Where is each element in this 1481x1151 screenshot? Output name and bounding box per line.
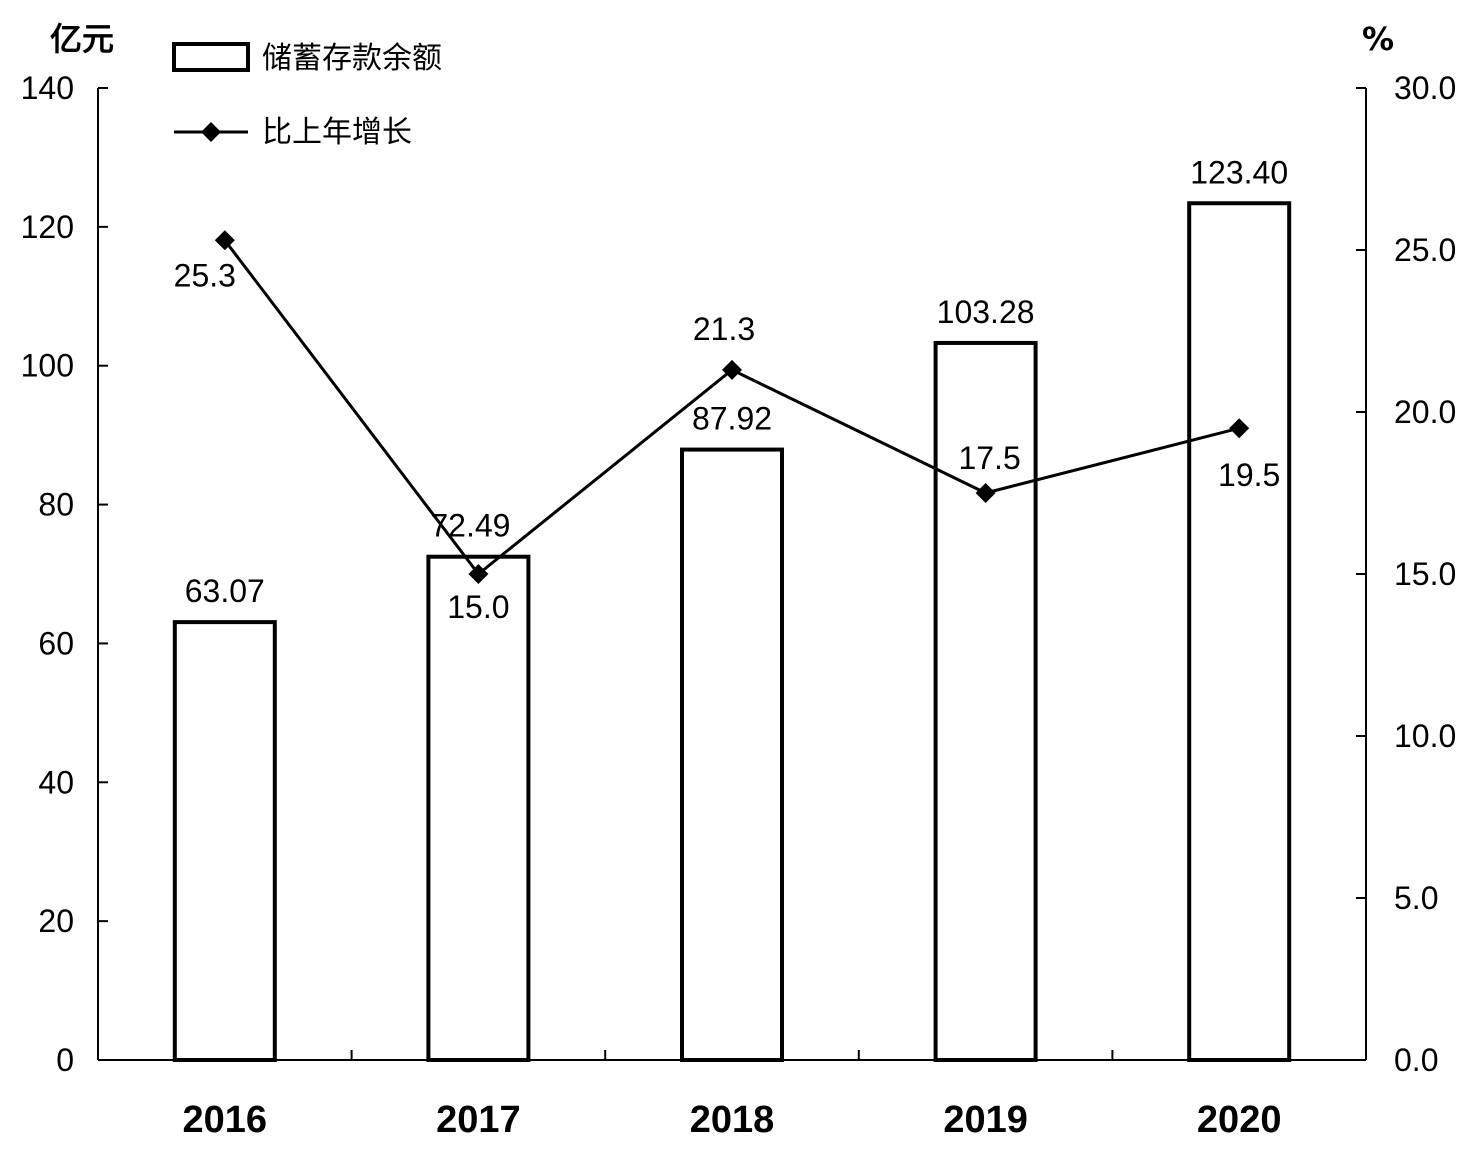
labels-layer: 63.07 72.49 87.92 103.28 123.40 25.3 15.0 21.3 1… [174,154,1288,625]
right-axis-tick-label: 15.0 [1394,556,1456,592]
left-axis-tick-label: 40 [38,764,74,800]
growth-marker-2018 [722,359,742,380]
right-axis-unit: % [1362,20,1394,58]
bar-2019 [933,340,1038,1062]
x-axis-tick-label: 2020 [1197,1099,1282,1141]
left-axis-tick-label: 0 [56,1042,74,1078]
right-axis-tick-label: 5.0 [1394,880,1438,916]
growth-marker-2016 [214,230,235,251]
growth-marker-2020 [1229,418,1250,439]
left-axis-tick-label: 140 [21,70,74,106]
legend-bar-swatch [172,42,250,72]
line-data-label-2018: 21.3 [693,311,755,347]
bar-2017 [426,554,531,1062]
right-axis-tick-label: 25.0 [1394,232,1456,268]
line-data-label-2020: 19.5 [1218,457,1280,493]
bar-data-label-2017: 72.49 [430,508,510,544]
left-axis-tick-label: 100 [21,348,74,384]
legend-bar-label: 储蓄存款余额 [262,41,442,76]
growth-marker-2019 [975,483,996,503]
line-data-label-2016: 25.3 [174,257,236,293]
x-axis-tick-label: 2017 [436,1099,521,1141]
line-data-label-2017: 15.0 [447,589,509,625]
x-axis-tick-label: 2016 [183,1099,268,1141]
left-axis-tick-label: 80 [38,487,74,523]
left-axis-tick-label: 60 [38,625,74,661]
right-axis-tick-label: 20.0 [1394,394,1456,430]
bar-data-label-2019: 103.28 [937,294,1035,330]
bars-layer [172,201,1292,1063]
x-axis-tick-label: 2018 [690,1099,775,1141]
legend-marker-swatch [201,122,221,142]
bar-2018 [680,447,784,1063]
left-axis-unit: 亿元 [50,20,114,58]
right-axis-tick-label: 10.0 [1394,718,1456,754]
bar-data-label-2018: 87.92 [692,401,772,437]
line-data-label-2019: 17.5 [958,440,1020,476]
axes-layer: 0 20 40 60 80 100 120 140 0.0 5.0 10.0 15.0 20.0 25.0… [21,20,1457,1141]
bar-2020 [1187,201,1292,1063]
x-axis-tick-label: 2019 [943,1099,1028,1141]
bar-2016 [172,620,277,1062]
growth-marker-2017 [468,564,489,584]
bar-data-label-2020: 123.40 [1190,154,1288,190]
right-axis-tick-label: 0.0 [1394,1042,1438,1078]
left-axis-tick-label: 120 [21,209,74,245]
bar-data-label-2016: 63.07 [185,573,265,609]
left-axis-tick-label: 20 [38,903,74,939]
right-axis-tick-label: 30.0 [1394,70,1456,106]
line-layer [214,230,1250,584]
legend-line-label: 比上年增长 [262,115,412,150]
